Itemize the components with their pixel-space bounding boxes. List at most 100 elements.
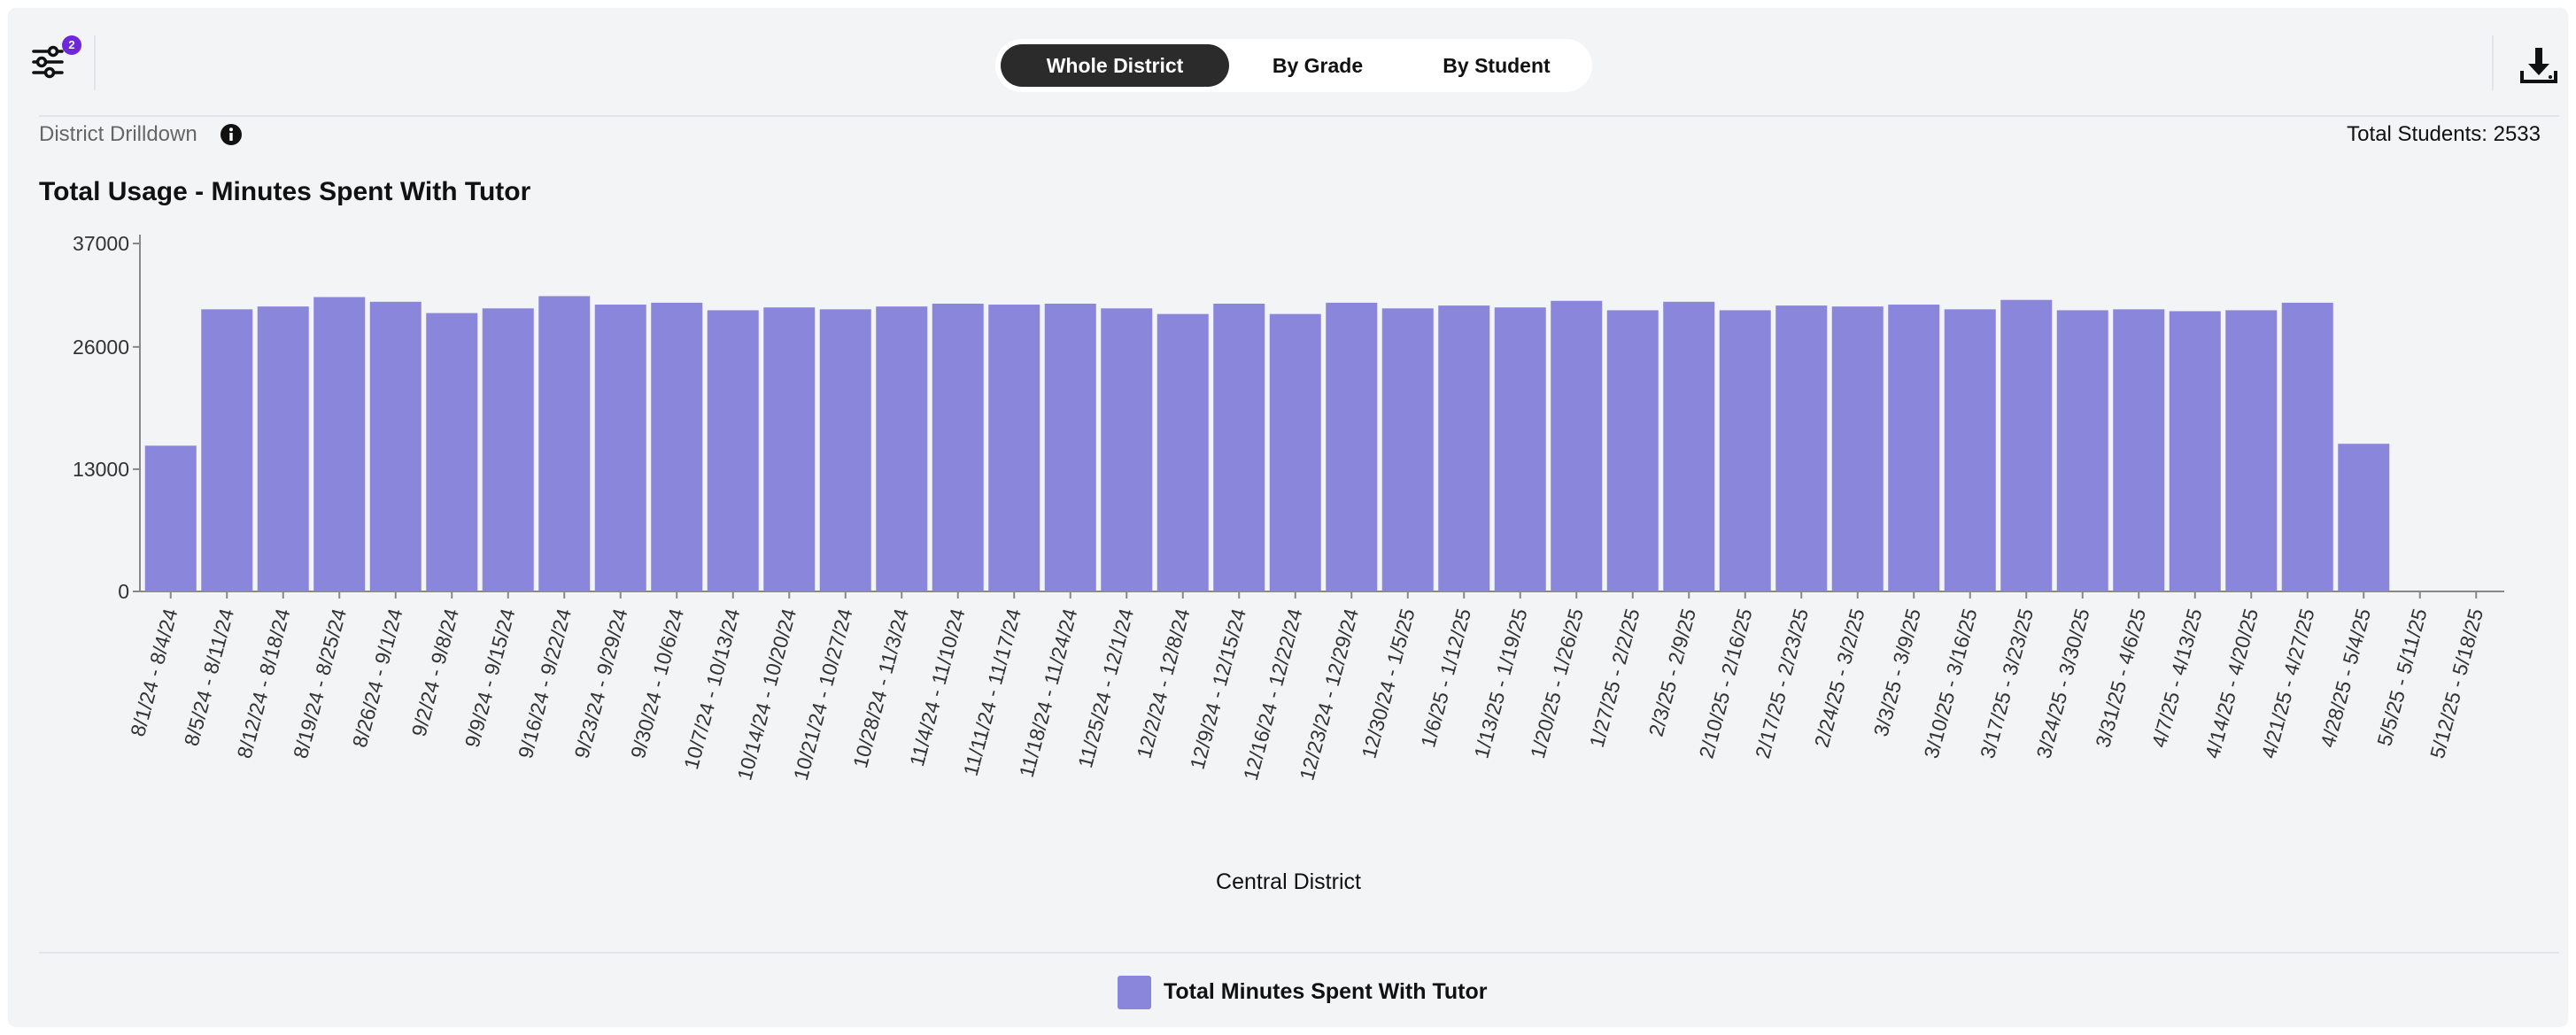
x-tick-label: 1/6/25 - 1/12/25 [1416,606,1475,750]
x-tick-label: 4/21/25 - 4/27/25 [2256,606,2318,761]
x-tick-label: 11/25/24 - 12/1/24 [1073,606,1138,770]
x-tick-label: 12/23/24 - 12/29/24 [1295,606,1363,783]
chart-title: Total Usage - Minutes Spent With Tutor [39,177,531,206]
x-tick-label: 10/7/24 - 10/13/24 [679,606,744,771]
bar [1775,305,1828,591]
x-tick-label: 12/16/24 - 12/22/24 [1239,606,1307,783]
x-tick-label: 5/12/25 - 5/18/25 [2425,606,2487,761]
header-divider [39,115,2559,117]
x-tick-label: 3/3/25 - 3/9/25 [1869,606,1926,739]
bar [1551,300,1603,591]
x-tick-label: 10/21/24 - 10/27/24 [789,606,857,783]
tab-by-grade[interactable]: By Grade [1272,54,1364,77]
x-tick-label: 8/5/24 - 8/11/24 [180,606,238,748]
x-tick-label: 4/7/25 - 4/13/25 [2147,606,2207,750]
bar [707,310,759,591]
bar [1213,303,1265,591]
x-tick-label: 9/16/24 - 9/22/24 [514,606,576,761]
tab-whole-district[interactable]: Whole District [1001,44,1229,87]
x-tick-label: 9/9/24 - 9/15/24 [460,606,520,750]
drilldown-label: District Drilldown [39,122,197,146]
bar [1269,313,1321,591]
filter-button[interactable]: 2 [30,35,81,85]
filter-count-badge: 2 [62,35,81,55]
x-tick-label: 12/2/24 - 12/8/24 [1132,606,1194,761]
x-tick-label: 5/5/25 - 5/11/25 [2372,606,2431,749]
bar [1156,313,1209,591]
x-tick-label: 11/11/24 - 11/17/24 [959,606,1025,778]
x-tick-label: 8/26/24 - 9/1/24 [348,606,407,750]
legend-label: Total Minutes Spent With Tutor [1164,979,1488,1004]
bar [201,309,253,591]
x-tick-label: 2/10/25 - 2/16/25 [1694,606,1756,761]
bar [426,313,478,591]
bar [876,306,928,591]
bar [1944,309,1996,591]
y-tick-label: 26000 [73,336,129,359]
x-tick-label: 12/30/24 - 1/5/25 [1357,606,1419,761]
x-tick-label: 3/17/25 - 3/23/25 [1976,606,2038,761]
x-tick-label: 8/12/24 - 8/18/24 [232,606,294,761]
bar [2113,309,2165,591]
bar [2056,310,2108,591]
bar [651,302,703,591]
bar [1326,302,1378,591]
x-tick-label: 2/24/25 - 3/2/25 [1810,606,1869,750]
toolbar-divider [94,35,96,90]
bar [482,308,534,591]
bar [988,305,1040,591]
bar [1888,305,1940,591]
x-tick-label: 10/14/24 - 10/20/24 [732,606,801,783]
x-tick-label: 1/27/25 - 2/2/25 [1585,606,1644,750]
x-axis-title: Central District [1216,869,1361,894]
bar [2338,444,2390,591]
toolbar-divider [2492,35,2494,90]
x-tick-label: 9/2/24 - 9/8/24 [407,606,464,738]
y-tick-label: 37000 [73,232,129,255]
bar [257,306,309,591]
bar [313,297,366,591]
legend-divider [39,952,2559,954]
bar [1606,310,1659,591]
bar [1719,310,1771,591]
x-tick-label: 2/17/25 - 2/23/25 [1751,606,1813,761]
x-tick-label: 3/31/25 - 4/6/25 [2091,606,2150,750]
x-tick-label: 9/23/24 - 9/29/24 [569,606,631,761]
x-tick-label: 12/9/24 - 12/15/24 [1186,606,1250,771]
bar [1831,306,1884,591]
x-tick-label: 11/18/24 - 11/24/24 [1015,606,1082,779]
bar [2169,311,2221,591]
bar [538,296,591,591]
tab-by-student[interactable]: By Student [1443,54,1551,77]
x-tick-label: 4/28/25 - 5/4/25 [2316,606,2375,750]
total-students: Total Students: 2533 [2347,122,2541,146]
legend-swatch [1118,976,1151,1009]
x-tick-label: 1/20/25 - 1/26/25 [1526,606,1588,761]
x-tick-label: 10/28/24 - 11/3/24 [848,606,913,770]
bar [2281,302,2333,591]
bar [369,301,422,591]
view-toggle: Whole District By Grade By Student [995,39,1592,92]
download-icon [2520,48,2557,83]
bar [594,305,646,591]
bar [1438,305,1490,591]
download-button[interactable] [2518,44,2559,87]
x-tick-label: 3/10/25 - 3/16/25 [1919,606,1981,761]
bar [1381,308,1434,591]
x-tick-label: 8/19/24 - 8/25/24 [289,606,351,761]
y-tick-label: 13000 [73,458,129,481]
y-tick-label: 0 [118,580,129,603]
x-tick-label: 4/14/25 - 4/20/25 [2201,606,2263,761]
x-tick-label: 11/4/24 - 11/10/24 [905,606,970,769]
x-tick-label: 3/24/25 - 3/30/25 [2031,606,2093,761]
info-icon[interactable] [220,123,243,146]
bar [2225,310,2278,591]
bar [1101,308,1153,591]
bar [1663,301,1715,591]
bar-chart: 37000 26000 13000 0 8/1/24 - 8/4/248/5/24 - … [73,232,2504,894]
x-tick-label: 8/1/24 - 8/4/24 [126,606,182,738]
bar [763,307,816,591]
x-tick-label: 9/30/24 - 10/6/24 [626,606,688,761]
bar [1494,307,1546,591]
bar [1044,303,1096,591]
